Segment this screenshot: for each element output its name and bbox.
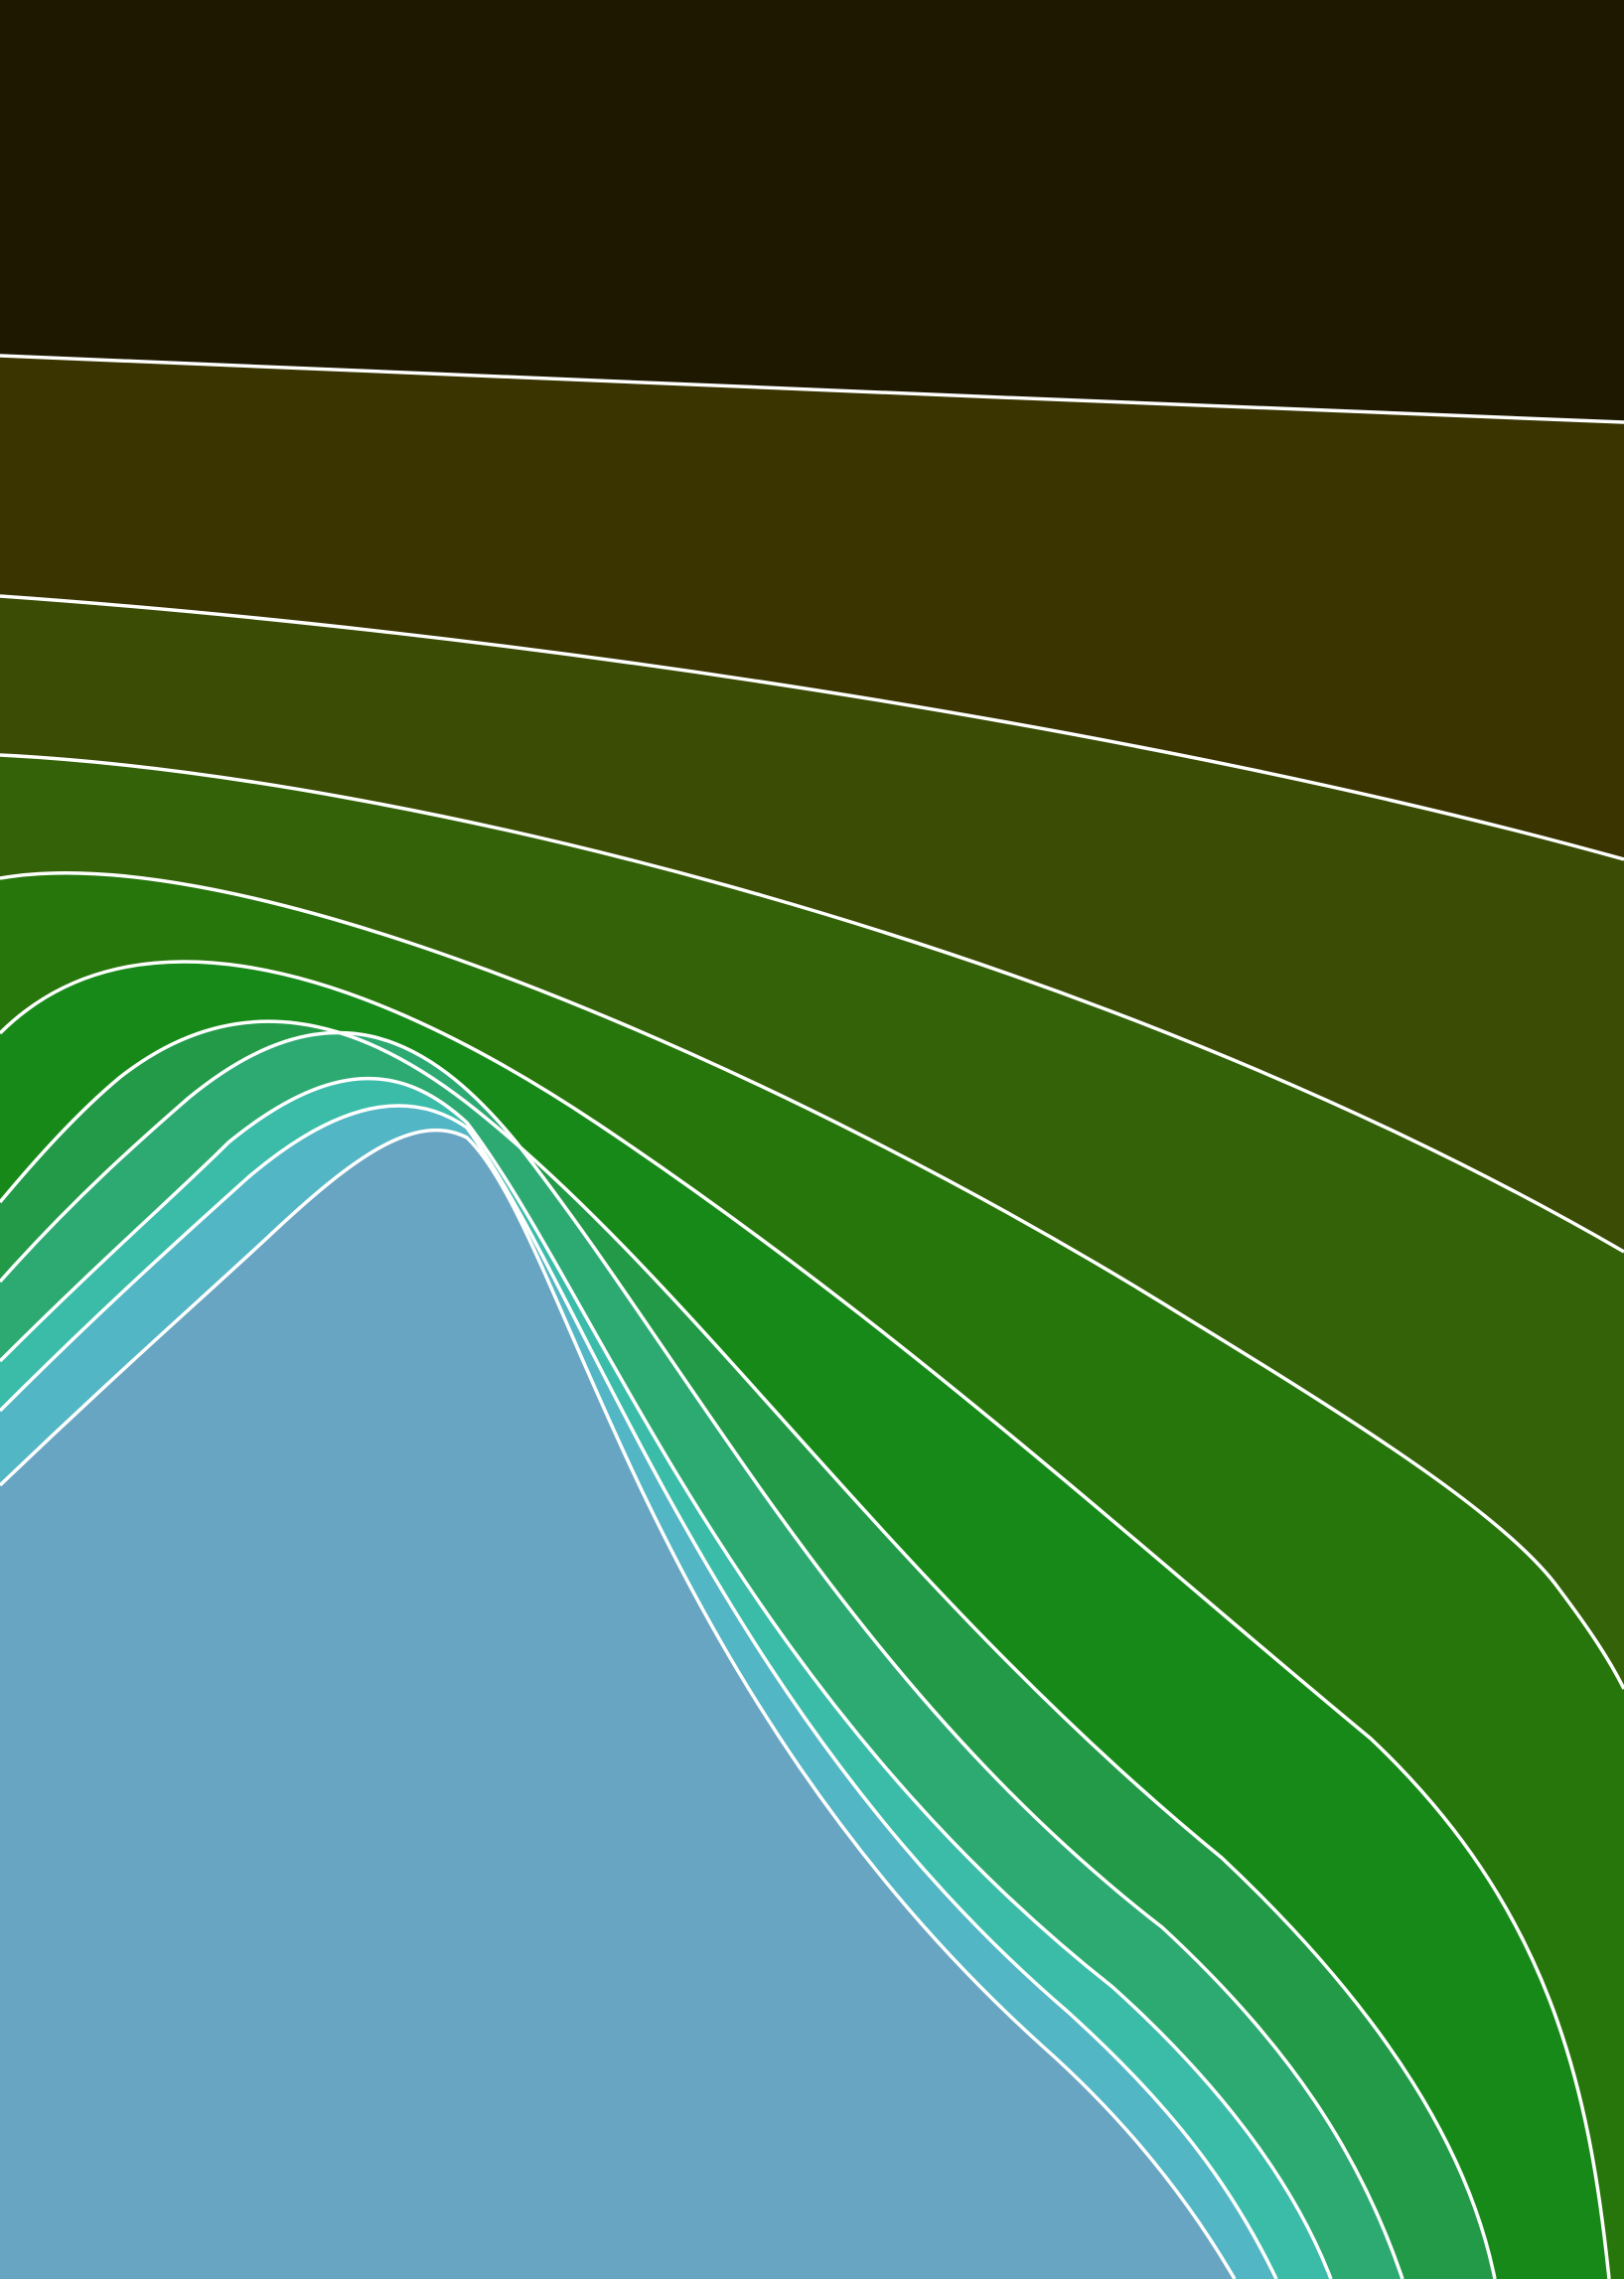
contour-line: [0, 1076, 1333, 2279]
contour-line: [0, 1104, 1278, 2279]
contour-line: [0, 1030, 1404, 2279]
contour-line: [0, 753, 1624, 1254]
contour-line: [0, 960, 1611, 2279]
band-bottom: [0, 1130, 1235, 2279]
contour-line: [0, 1128, 1237, 2279]
contour-line: [0, 594, 1624, 861]
contour-line: [0, 871, 1624, 1690]
contour-line: [0, 1019, 1497, 2279]
contour-line: [0, 354, 1624, 424]
